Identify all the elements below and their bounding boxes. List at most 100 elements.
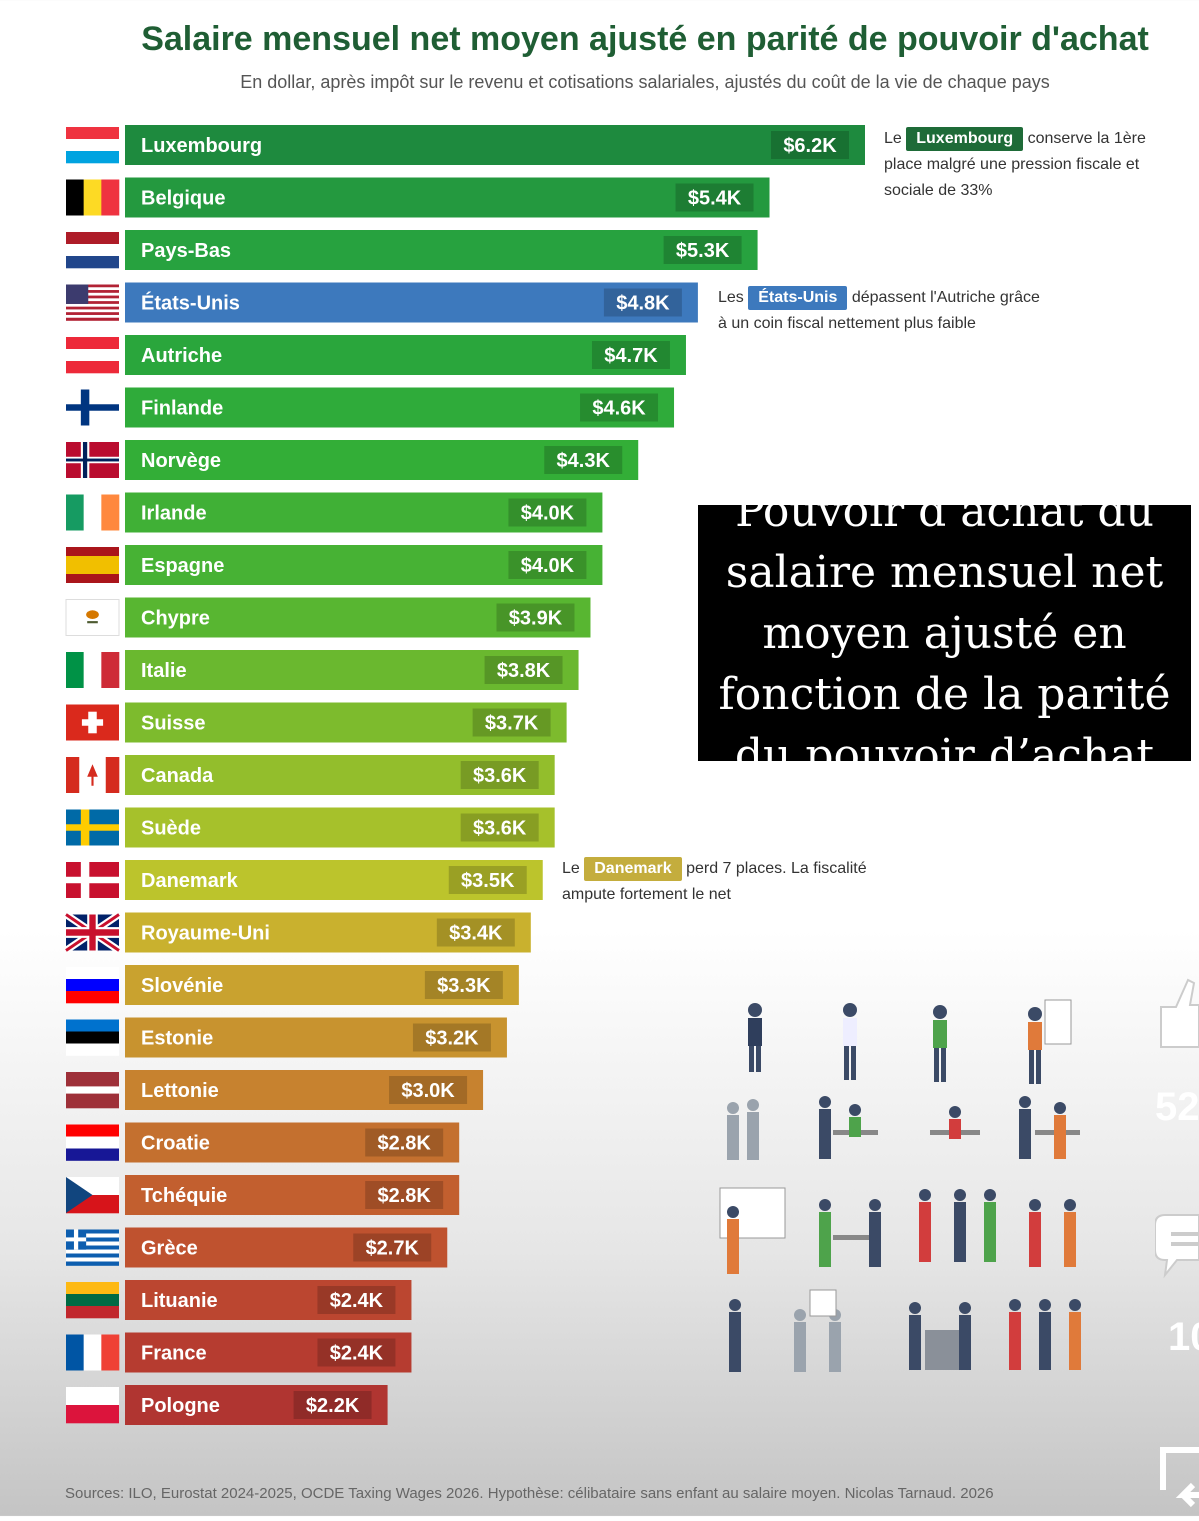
tag-luxembourg: Luxembourg xyxy=(906,127,1024,151)
bar-lt xyxy=(125,1280,412,1320)
value-badge xyxy=(317,1338,396,1367)
flag-gb-icon xyxy=(63,911,122,954)
group-figure xyxy=(819,1096,878,1159)
bar-label: Danemark xyxy=(141,870,239,892)
bar-label: Finlande xyxy=(141,398,223,420)
bar-label: Croatie xyxy=(141,1133,210,1155)
flag-lu-icon xyxy=(66,127,119,164)
bar-es xyxy=(125,545,603,585)
overlay-caption: Pouvoir d’achat du salaire mensuel net m… xyxy=(698,486,1191,781)
bar-label: Belgique xyxy=(141,188,225,210)
like-button[interactable] xyxy=(1158,975,1199,1050)
bar-label: Lettonie xyxy=(141,1080,219,1102)
value-label: $2.7K xyxy=(366,1238,420,1260)
bar-label: Suède xyxy=(141,818,201,840)
value-label: $3.6K xyxy=(473,818,527,840)
value-label: $5.3K xyxy=(676,240,730,262)
value-badge xyxy=(663,236,742,264)
bar-it xyxy=(125,650,579,690)
bar-se xyxy=(125,807,555,848)
flag-lv-icon xyxy=(66,1072,119,1109)
tag-etats-unis: États-Unis xyxy=(748,286,848,310)
value-badge xyxy=(591,341,670,369)
chart-title: Salaire mensuel net moyen ajusté en pari… xyxy=(141,20,1149,58)
like-count: 52 xyxy=(1155,1085,1199,1129)
value-label: $3.4K xyxy=(449,923,503,945)
flag-lt-icon xyxy=(66,1282,119,1319)
value-label: $5.4K xyxy=(688,188,742,210)
flag-ie-icon xyxy=(66,494,120,531)
bar-hr xyxy=(125,1122,460,1163)
group-figure xyxy=(819,1199,881,1267)
group-figure xyxy=(1019,1096,1080,1159)
annotation-etats-unis: Les États-Unis dépassent l'Autriche grâc… xyxy=(718,285,1138,337)
bar-label: Estonie xyxy=(141,1028,213,1050)
bar-fr xyxy=(125,1332,412,1373)
bar-ee xyxy=(125,1017,507,1058)
group-figure xyxy=(1009,1299,1081,1370)
flag-dk-icon xyxy=(66,862,119,898)
value-badge xyxy=(603,288,682,317)
flag-no-icon xyxy=(66,442,119,478)
group-figure xyxy=(727,1099,759,1160)
flag-gr-icon xyxy=(66,1229,119,1266)
bar-label: Pologne xyxy=(141,1395,220,1417)
value-label: $2.4K xyxy=(330,1290,384,1312)
bar-nl xyxy=(125,230,758,270)
value-badge xyxy=(771,131,849,159)
flag-ch-icon xyxy=(66,704,119,741)
flag-at-icon xyxy=(66,337,119,374)
bar-ch xyxy=(125,702,567,743)
person-figure xyxy=(1028,999,1072,1084)
value-badge xyxy=(496,603,575,632)
value-badge xyxy=(508,551,587,579)
flag-es-icon xyxy=(66,547,119,583)
value-badge xyxy=(353,1233,432,1262)
business-people-illustration xyxy=(719,999,1081,1372)
flag-si-icon xyxy=(66,967,119,1004)
bar-label: Espagne xyxy=(141,555,224,577)
value-label: $4.0K xyxy=(521,503,575,525)
group-figure xyxy=(919,1189,996,1262)
bar-si xyxy=(125,965,519,1005)
value-label: $3.9K xyxy=(509,608,563,630)
source-note: Sources: ILO, Eurostat 2024-2025, OCDE T… xyxy=(65,1485,994,1502)
flag-hr-icon xyxy=(66,1124,119,1161)
share-icon xyxy=(1160,1447,1199,1508)
bar-fi xyxy=(125,387,675,428)
value-label: $2.2K xyxy=(306,1395,360,1417)
value-badge xyxy=(365,1181,444,1209)
value-label: $4.8K xyxy=(616,293,670,315)
bar-label: Luxembourg xyxy=(141,135,262,157)
bar-dk xyxy=(125,860,543,900)
group-figure xyxy=(909,1302,971,1370)
group-figure xyxy=(794,1289,841,1372)
comment-button[interactable] xyxy=(1154,1210,1199,1280)
value-badge xyxy=(675,183,754,212)
bar-be xyxy=(125,177,770,218)
value-badge xyxy=(460,813,539,842)
thumbs-up-icon xyxy=(1160,978,1199,1048)
bar-cy xyxy=(125,597,591,638)
bar-gb xyxy=(125,912,531,953)
value-badge xyxy=(448,866,527,894)
value-label: $3.3K xyxy=(437,975,491,997)
bar-label: Tchéquie xyxy=(141,1185,227,1207)
value-label: $4.0K xyxy=(521,555,575,577)
value-badge xyxy=(424,971,503,999)
annotation-danemark: Le Danemark perd 7 places. La fiscalité … xyxy=(562,856,982,908)
value-label: $2.8K xyxy=(378,1185,432,1207)
bar-ie xyxy=(125,492,603,533)
value-badge xyxy=(484,656,563,684)
value-badge xyxy=(293,1391,372,1419)
value-badge xyxy=(508,498,587,527)
bar-label: France xyxy=(141,1343,207,1365)
flag-pl-icon xyxy=(66,1387,119,1424)
flag-nl-icon xyxy=(66,232,119,269)
value-label: $3.2K xyxy=(425,1028,479,1050)
value-badge xyxy=(365,1128,444,1157)
comment-count: 10 xyxy=(1168,1315,1199,1359)
value-label: $4.7K xyxy=(604,345,658,367)
share-button[interactable] xyxy=(1158,1440,1199,1516)
value-label: $3.8K xyxy=(497,660,551,682)
